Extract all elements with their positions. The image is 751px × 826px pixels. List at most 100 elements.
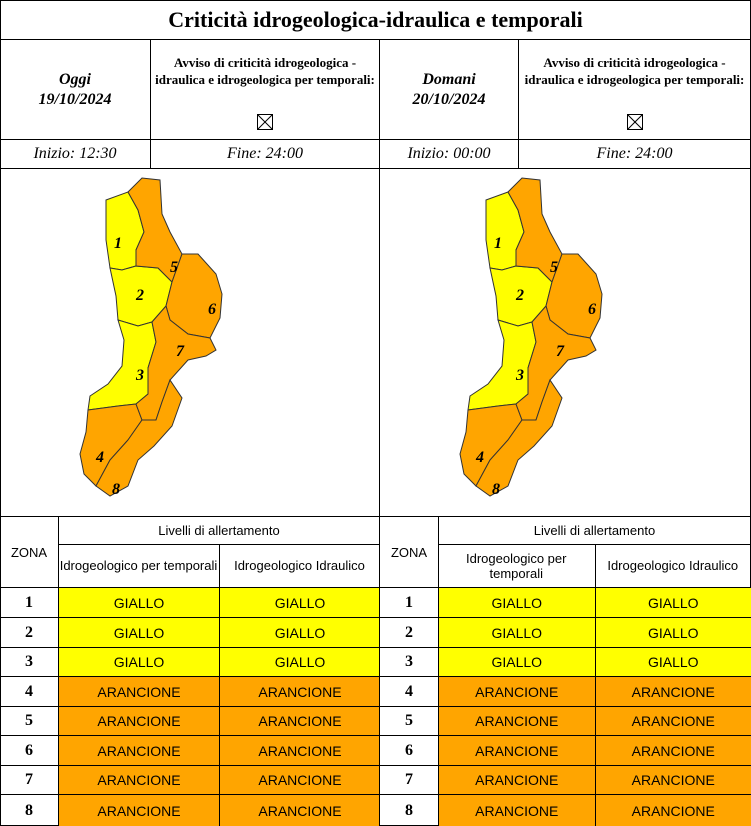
zone-map-label: 6 [208, 301, 216, 318]
zone-map-label: 7 [556, 343, 565, 360]
zona-header: ZONA [390, 544, 428, 560]
zone-number: 3 [0, 647, 58, 676]
zone-region [507, 177, 563, 283]
level-idraulico: ARANCIONE [219, 794, 380, 826]
avviso-text: Avviso di criticità idrogeologica - idra… [155, 55, 375, 87]
level-temporali: ARANCIONE [58, 765, 219, 794]
day-heading: Oggi 19/10/2024 [0, 68, 150, 112]
level-temporali: ARANCIONE [438, 794, 595, 826]
level-idraulico: ARANCIONE [594, 794, 751, 826]
level-temporali: ARANCIONE [438, 735, 595, 765]
zone-number: 2 [0, 617, 58, 647]
zone-number: 7 [0, 765, 58, 794]
zone-number: 6 [380, 735, 438, 765]
zone-number: 1 [0, 587, 58, 617]
crossed-box-icon [257, 114, 273, 130]
zona-header: ZONA [10, 544, 48, 560]
calabria-zone-map: 1 2 3 4 5 6 7 8 [459, 177, 603, 498]
day-date: 19/10/2024 [38, 91, 112, 108]
zone-region [127, 177, 183, 283]
inizio-time: Inizio: 12:30 [33, 145, 117, 162]
rule-vertical [150, 39, 151, 168]
level-temporali: ARANCIONE [438, 676, 595, 706]
zone-map-label: 1 [114, 235, 122, 252]
zone-number: 3 [380, 647, 438, 676]
level-temporali: GIALLO [58, 587, 219, 617]
level-idraulico: ARANCIONE [219, 735, 380, 765]
col1-header: Idrogeologico per temporali [466, 550, 567, 581]
level-temporali: ARANCIONE [438, 706, 595, 735]
rule-horizontal [0, 516, 751, 517]
level-idraulico: GIALLO [594, 587, 751, 617]
zone-map-label: 4 [475, 449, 484, 466]
rule-horizontal [0, 139, 751, 140]
inizio-time: Inizio: 00:00 [407, 145, 491, 162]
day-heading: Domani 20/10/2024 [380, 68, 518, 112]
level-temporali: ARANCIONE [58, 735, 219, 765]
level-temporali: GIALLO [438, 587, 595, 617]
zone-number: 2 [380, 617, 438, 647]
level-temporali: GIALLO [438, 647, 595, 676]
level-idraulico: ARANCIONE [594, 765, 751, 794]
rule-horizontal [0, 39, 751, 40]
level-idraulico: ARANCIONE [219, 765, 380, 794]
col2-header: Idrogeologico Idraulico [607, 558, 739, 573]
level-idraulico: ARANCIONE [594, 706, 751, 735]
zone-map-label: 7 [176, 343, 185, 360]
level-temporali: ARANCIONE [58, 794, 219, 826]
rule-vertical [379, 39, 380, 826]
zone-map-label: 8 [492, 481, 500, 498]
crossed-box-icon [626, 114, 643, 130]
zone-map-label: 8 [112, 481, 120, 498]
level-idraulico: ARANCIONE [594, 676, 751, 706]
calabria-zone-map: 1 2 3 4 5 6 7 8 [79, 177, 223, 498]
level-idraulico: ARANCIONE [219, 706, 380, 735]
zone-number: 8 [0, 794, 58, 826]
zone-map-label: 6 [588, 301, 596, 318]
zone-number: 1 [380, 587, 438, 617]
level-idraulico: GIALLO [594, 647, 751, 676]
fine-time: Fine: 24:00 [596, 145, 673, 162]
day-date: 20/10/2024 [412, 91, 486, 108]
level-temporali: ARANCIONE [58, 676, 219, 706]
zone-number: 5 [380, 706, 438, 735]
rule-vertical [58, 516, 59, 587]
zone-map-label: 3 [515, 367, 524, 384]
zone-map-label: 3 [135, 367, 144, 384]
rule-horizontal [0, 168, 751, 169]
zone-number: 4 [380, 676, 438, 706]
zone-map-label: 1 [494, 235, 502, 252]
levels-header: Livelli di allertamento [158, 523, 280, 538]
col2-header: Idrogeologico Idraulico [234, 558, 365, 573]
zone-map-label: 5 [550, 259, 558, 276]
zone-number: 4 [0, 676, 58, 706]
zone-map-label: 5 [170, 259, 178, 276]
level-idraulico: GIALLO [219, 587, 380, 617]
level-idraulico: GIALLO [219, 617, 380, 647]
level-temporali: ARANCIONE [58, 706, 219, 735]
rule-vertical [219, 544, 220, 587]
zone-region [475, 378, 563, 497]
zone-number: 6 [0, 735, 58, 765]
levels-header: Livelli di allertamento [533, 523, 656, 538]
level-idraulico: GIALLO [594, 617, 751, 647]
rule-vertical [518, 39, 519, 168]
level-temporali: GIALLO [58, 647, 219, 676]
level-temporali: GIALLO [438, 617, 595, 647]
level-idraulico: ARANCIONE [219, 676, 380, 706]
day-label: Domani [422, 71, 476, 88]
zone-number: 5 [0, 706, 58, 735]
rule-vertical [594, 544, 596, 587]
zone-number: 8 [380, 794, 438, 826]
level-temporali: GIALLO [58, 617, 219, 647]
level-temporali: ARANCIONE [438, 765, 595, 794]
avviso-text: Avviso di criticità idrogeologica - idra… [524, 55, 745, 87]
level-idraulico: ARANCIONE [594, 735, 751, 765]
day-label: Oggi [59, 71, 91, 88]
level-idraulico: GIALLO [219, 647, 380, 676]
fine-time: Fine: 24:00 [227, 145, 303, 162]
zone-region [95, 378, 183, 497]
zone-map-label: 4 [95, 449, 104, 466]
zone-map-label: 2 [135, 287, 144, 304]
page-title: Criticità idrogeologica-idraulica e temp… [168, 7, 583, 32]
